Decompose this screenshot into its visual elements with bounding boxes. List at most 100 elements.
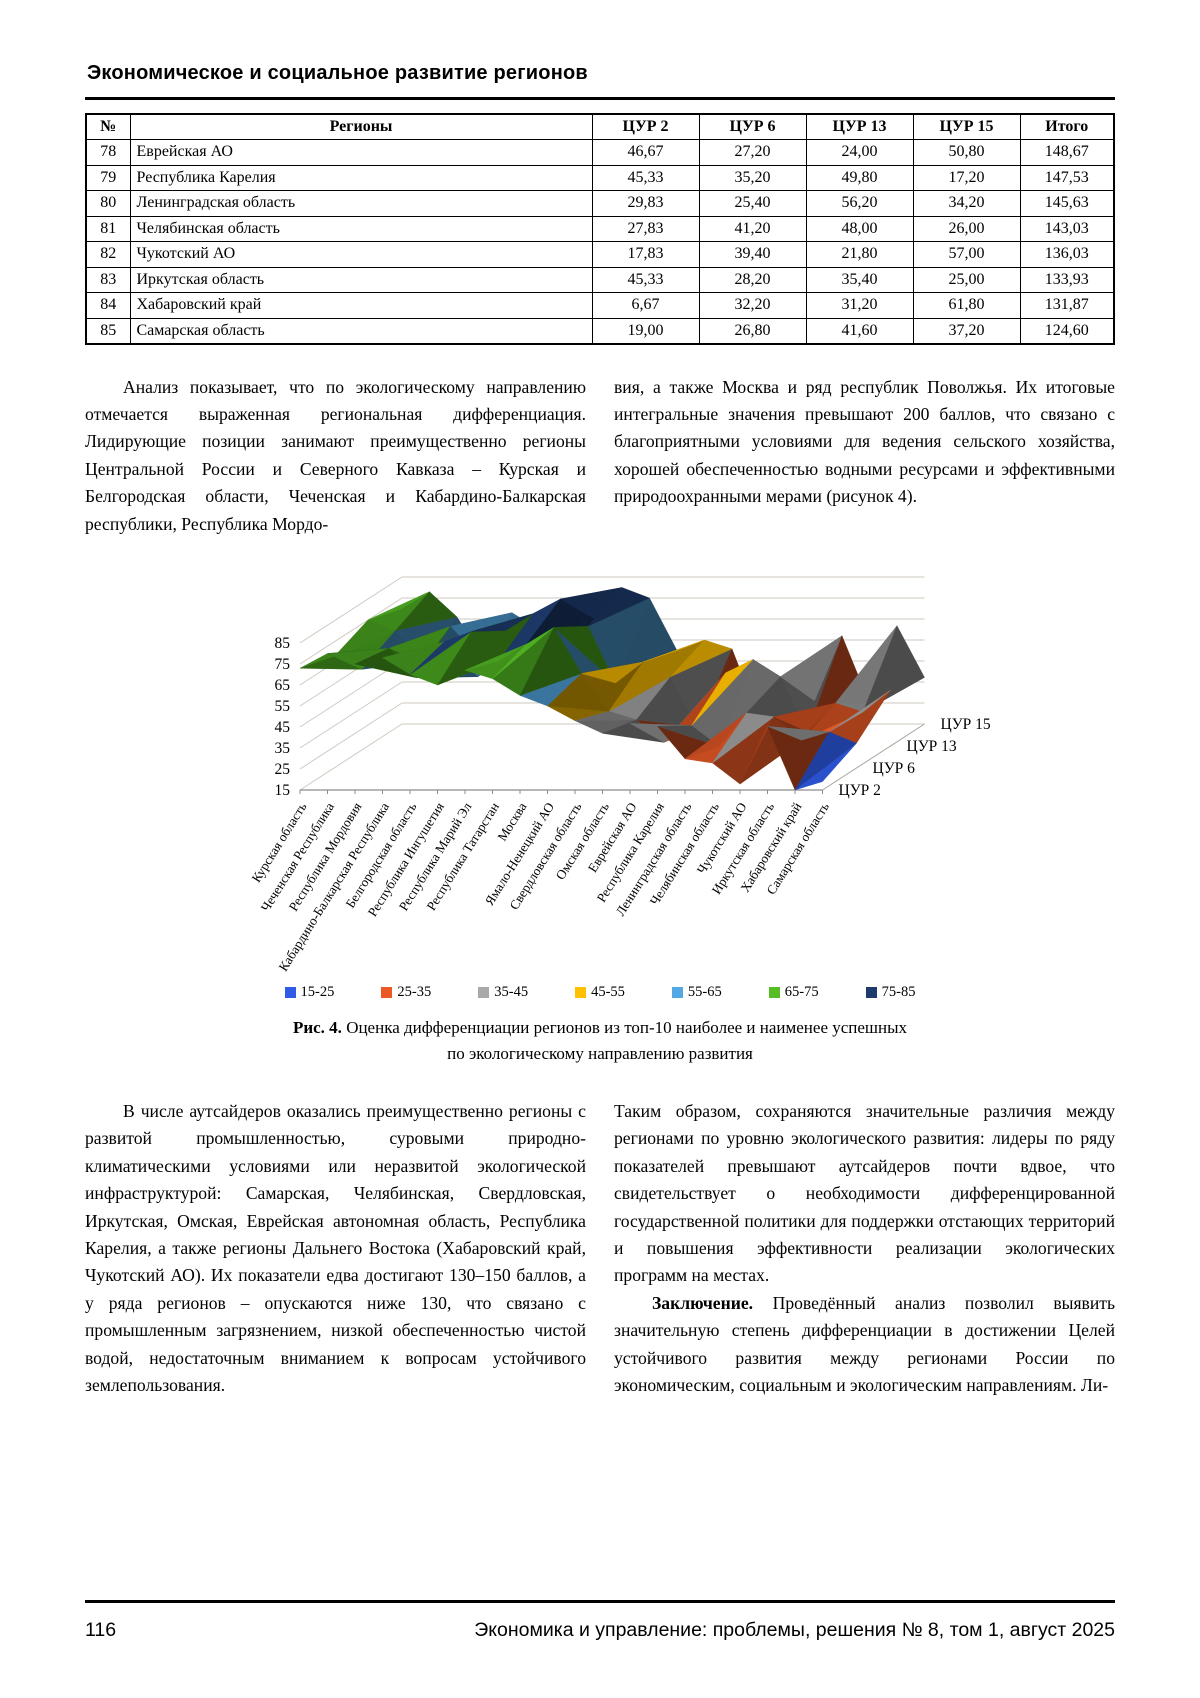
footer-rule: [85, 1600, 1115, 1603]
legend-label: 25-35: [397, 983, 432, 1000]
table-cell: 133,93: [1019, 266, 1115, 293]
table-cell: Республика Карелия: [129, 164, 593, 191]
table-cell: 19,00: [591, 317, 700, 344]
table-row: 84 Хабаровский край 6,67 32,20 31,20 61,80 131…: [85, 292, 1115, 319]
table-header-cell: ЦУР 6: [698, 113, 807, 140]
legend-label: 55-65: [687, 983, 722, 1000]
paragraph-analysis-continued: вия, а также Москва и ряд республик Пово…: [614, 376, 1115, 507]
legend-label: 15-25: [300, 983, 335, 1000]
legend-item: 35-45: [478, 984, 528, 1001]
table-header-cell: ЦУР 13: [805, 113, 914, 140]
chart-axis-label: ЦУР 6: [873, 760, 916, 777]
legend-label: 75-85: [881, 983, 916, 1000]
header-rule: [85, 97, 1115, 100]
table-cell: Ленинградская область: [129, 190, 593, 217]
table-cell: 34,20: [912, 190, 1021, 217]
legend-item: 75-85: [865, 983, 916, 1001]
legend-item: 15-25: [284, 983, 335, 1001]
chart-axis-label: 35: [275, 740, 291, 757]
chart-axis-label: ЦУР 2: [839, 782, 881, 799]
chart-axis-label: ЦУР 13: [907, 738, 957, 755]
upper-left-column: Анализ показывает, что по экологическому…: [85, 374, 586, 538]
table-cell: 25,40: [698, 190, 807, 217]
table-cell: 41,20: [698, 215, 807, 242]
chart-axis-label: 65: [275, 677, 291, 694]
legend-label: 65-75: [784, 983, 819, 1000]
table-cell: 32,20: [698, 292, 807, 319]
figure-caption-text: Оценка дифференциации регионов из топ-10…: [341, 1017, 908, 1037]
conclusion-text: Проведённый анализ позволил выявить знач…: [614, 1292, 1115, 1395]
paragraph-conclusion-lead: Таким образом, сохраняются значительные …: [614, 1100, 1115, 1286]
legend-item: 55-65: [671, 983, 722, 1001]
table-header-cell: ЦУР 2: [591, 113, 700, 140]
table-cell: 83: [85, 266, 131, 293]
paragraph-outsiders: В числе аутсайдеров оказались преимущест…: [85, 1100, 586, 1395]
table-cell: 26,00: [912, 215, 1021, 242]
legend-swatch: [381, 986, 393, 998]
table-cell: Хабаровский край: [129, 292, 593, 319]
chart-axis-label: 55: [275, 698, 291, 715]
lower-left-column: В числе аутсайдеров оказались преимущест…: [85, 1098, 586, 1399]
table-cell: 56,20: [805, 190, 914, 217]
table-cell: 25,00: [912, 266, 1021, 293]
table-row: 79 Республика Карелия 45,33 35,20 49,80 17,20…: [85, 164, 1115, 191]
table-cell: 17,83: [591, 241, 700, 268]
upper-right-column: вия, а также Москва и ряд республик Пово…: [614, 374, 1115, 538]
table-header-cell: Итого: [1019, 113, 1115, 140]
legend-swatch: [768, 986, 780, 998]
paragraph-conclusion: Заключение. Проведённый анализ позволил …: [614, 1290, 1115, 1400]
table-cell: 143,03: [1019, 215, 1115, 242]
journal-title-line: Экономика и управление: проблемы, решени…: [474, 1619, 1115, 1641]
table-cell: 35,40: [805, 266, 914, 293]
table-cell: 37,20: [912, 317, 1021, 344]
figure-caption-line2: по экологическому направлению развития: [447, 1043, 753, 1063]
table-cell: 136,03: [1019, 241, 1115, 268]
legend-label: 45-55: [591, 983, 625, 1000]
table-cell: 148,67: [1019, 139, 1115, 166]
table-cell: 124,60: [1019, 317, 1115, 344]
table-row: 78 Еврейская АО 46,67 27,20 24,00 50,80 148,67: [85, 139, 1115, 166]
table-row: 82 Чукотский АО 17,83 39,40 21,80 57,00 136,03: [85, 241, 1115, 268]
table-cell: 17,20: [912, 164, 1021, 191]
conclusion-run-in-heading: Заключение.: [652, 1292, 754, 1313]
chart-axis-label: 75: [275, 656, 291, 673]
table-header-row: № Регионы ЦУР 2 ЦУР 6 ЦУР 13 ЦУР 15 Итого: [85, 113, 1115, 140]
chart-axis-label: 25: [275, 761, 291, 778]
table-head: № Регионы ЦУР 2 ЦУР 6 ЦУР 13 ЦУР 15 Итого: [85, 113, 1115, 140]
legend-swatch: [478, 986, 490, 998]
legend-label: 35-45: [494, 983, 529, 1000]
paragraph-analysis: Анализ показывает, что по экологическому…: [85, 376, 586, 534]
table-cell: 24,00: [805, 139, 914, 166]
page-header: Экономическое и социальное развитие реги…: [85, 62, 1115, 100]
table-header-cell: ЦУР 15: [912, 113, 1021, 140]
table-row: 80 Ленинградская область 29,83 25,40 56,20 34…: [85, 190, 1115, 217]
table-cell: Еврейская АО: [129, 139, 593, 166]
table-cell: 145,63: [1019, 190, 1115, 217]
table-cell: 41,60: [805, 317, 914, 344]
chart-axis-label: 15: [275, 782, 291, 799]
table-cell: 57,00: [912, 241, 1021, 268]
table-header-cell: №: [85, 113, 131, 140]
lower-right-column: Таким образом, сохраняются значительные …: [614, 1098, 1115, 1399]
chart-axis-label: 45: [275, 719, 291, 736]
table-cell: 39,40: [698, 241, 807, 268]
page-footer: 116 Экономика и управление: проблемы, ре…: [85, 1600, 1115, 1698]
figure-caption-number: Рис. 4.: [292, 1017, 342, 1037]
table-cell: 45,33: [591, 164, 700, 191]
table-body: 78 Еврейская АО 46,67 27,20 24,00 50,80 148,67…: [85, 139, 1115, 344]
table-cell: 79: [85, 164, 131, 191]
table-cell: 82: [85, 241, 131, 268]
table-cell: 49,80: [805, 164, 914, 191]
table-cell: 29,83: [591, 190, 700, 217]
table-cell: 131,87: [1019, 292, 1115, 319]
table-cell: 78: [85, 139, 131, 166]
legend-swatch: [575, 986, 587, 998]
chart-legend: 15-25 25-35 35-45 45-55 55-65 65-75 75-85: [85, 984, 1115, 1001]
figure-caption: Рис. 4. Оценка дифференциации регионов и…: [85, 1015, 1115, 1067]
table-cell: Чукотский АО: [129, 241, 593, 268]
chart-axis-label: ЦУР 15: [941, 716, 991, 733]
table-row: 81 Челябинская область 27,83 41,20 48,00 26,0…: [85, 215, 1115, 242]
table-cell: 45,33: [591, 266, 700, 293]
